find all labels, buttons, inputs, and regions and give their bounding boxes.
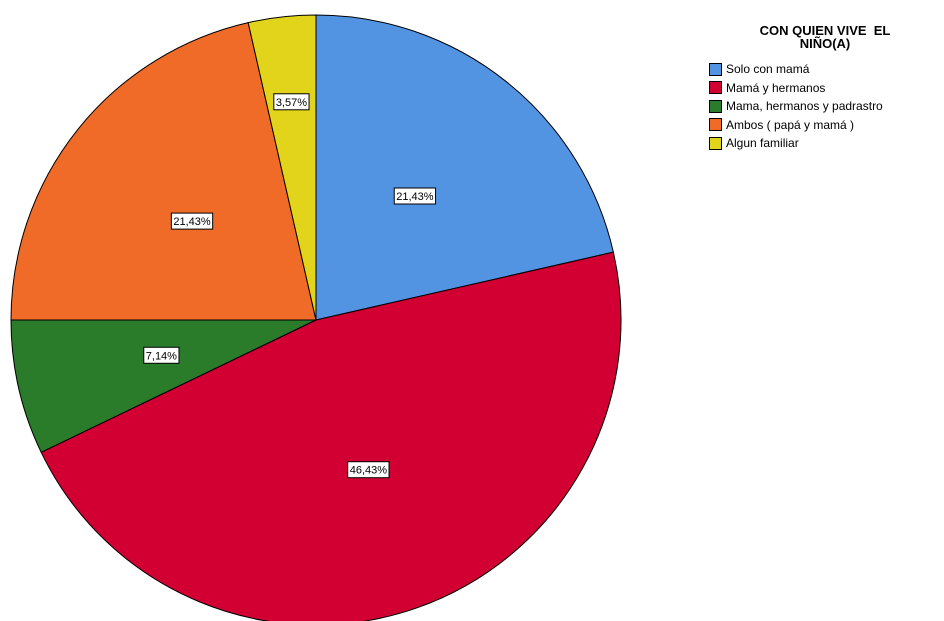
legend-label: Ambos ( papá y mamá ) <box>726 117 855 132</box>
legend-title-line-2: NIÑO(A) <box>799 36 851 51</box>
svg-text:21,43%: 21,43% <box>173 216 211 228</box>
pie-slices <box>10 14 622 621</box>
legend-title-line-1: CON QUIEN VIVE EL <box>759 23 891 38</box>
data-label-ambos-papa-y-mama: 21,43% <box>170 212 214 230</box>
legend-item-mama-y-hermanos: Mamá y hermanos <box>709 79 944 98</box>
svg-text:7,14%: 7,14% <box>146 350 177 362</box>
pie-slice-ambos-papa-y-mama <box>10 22 317 321</box>
legend-label: Solo con mamá <box>726 62 810 77</box>
data-label-algun-familiar: 3,57% <box>273 93 310 111</box>
pie-chart: 21,43% 46,43% 7,14% 21,43% 3,57% <box>10 14 622 621</box>
data-label-mama-y-hermanos: 46,43% <box>347 461 390 479</box>
legend-swatch <box>709 62 722 76</box>
legend-label: Mamá y hermanos <box>726 80 826 95</box>
svg-text:3,57%: 3,57% <box>276 97 307 109</box>
legend-item-solo-con-mama: Solo con mamá <box>709 60 944 79</box>
legend-title: CON QUIEN VIVE EL NIÑO(A) <box>709 24 941 50</box>
data-label-mama-hermanos-y-padrastro: 7,14% <box>143 346 180 364</box>
legend-label: Mama, hermanos y padrastro <box>726 99 883 114</box>
pie-slice-mama-y-hermanos <box>40 251 622 621</box>
svg-text:21,43%: 21,43% <box>396 191 434 203</box>
data-label-solo-con-mama: 21,43% <box>393 187 437 205</box>
legend-item-ambos-papa-y-mama: Ambos ( papá y mamá ) <box>709 116 944 135</box>
legend-swatch <box>709 81 722 95</box>
pie-slice-mama-hermanos-y-padrastro <box>10 319 317 453</box>
legend: CON QUIEN VIVE EL NIÑO(A) Solo con mamá M… <box>709 24 944 153</box>
pie-slice-solo-con-mama <box>315 14 614 321</box>
legend-item-mama-hermanos-y-padrastro: Mama, hermanos y padrastro <box>709 97 944 116</box>
legend-label: Algun familiar <box>726 136 799 151</box>
legend-swatch <box>709 118 722 132</box>
legend-swatch <box>709 99 722 113</box>
pie-slice-algun-familiar <box>247 14 317 321</box>
legend-swatch <box>709 136 722 150</box>
legend-item-algun-familiar: Algun familiar <box>709 134 944 153</box>
legend-items: Solo con mamá Mamá y hermanos Mama, herman… <box>709 60 944 153</box>
svg-text:46,43%: 46,43% <box>350 465 388 477</box>
pie-data-labels: 21,43% 46,43% 7,14% 21,43% 3,57% <box>143 93 437 479</box>
